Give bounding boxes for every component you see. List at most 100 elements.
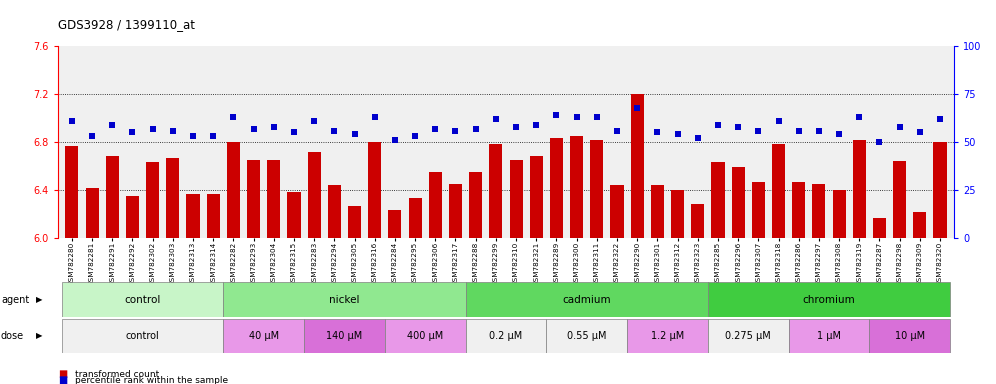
Bar — [369, 142, 381, 238]
Point — [488, 116, 504, 122]
Text: 0.55 μM: 0.55 μM — [567, 331, 607, 341]
Text: 40 μM: 40 μM — [249, 331, 279, 341]
Bar — [550, 139, 563, 238]
Point — [84, 133, 100, 139]
Bar — [465, 319, 547, 353]
Bar — [510, 160, 523, 238]
Text: ■: ■ — [58, 375, 67, 384]
Bar — [384, 319, 465, 353]
Text: transformed count: transformed count — [75, 370, 159, 379]
Text: 1.2 μM: 1.2 μM — [650, 331, 684, 341]
Bar — [328, 185, 341, 238]
Bar — [465, 282, 708, 317]
Bar — [893, 161, 906, 238]
Bar — [671, 190, 684, 238]
Bar — [489, 144, 502, 238]
Text: ▶: ▶ — [36, 295, 43, 304]
Bar — [813, 184, 826, 238]
Text: cadmium: cadmium — [563, 295, 611, 305]
Point — [771, 118, 787, 124]
Bar — [711, 162, 724, 238]
Text: dose: dose — [1, 331, 24, 341]
Bar — [630, 94, 643, 238]
Point — [306, 118, 322, 124]
Bar — [408, 199, 421, 238]
Text: ■: ■ — [58, 369, 67, 379]
Point — [64, 118, 80, 124]
Bar — [247, 160, 260, 238]
Bar — [146, 162, 159, 238]
Point — [367, 114, 382, 120]
Point — [549, 112, 565, 118]
Bar — [186, 194, 199, 238]
Point — [124, 129, 140, 136]
Text: 0.275 μM: 0.275 μM — [725, 331, 771, 341]
Point — [710, 122, 726, 128]
Point — [407, 133, 423, 139]
Bar — [611, 185, 623, 238]
Bar — [288, 192, 301, 238]
Bar — [732, 167, 745, 238]
Bar — [752, 182, 765, 238]
Bar — [388, 210, 401, 238]
Bar — [166, 158, 179, 238]
Point — [932, 116, 948, 122]
Point — [872, 139, 887, 145]
Text: percentile rank within the sample: percentile rank within the sample — [75, 376, 228, 384]
Bar — [833, 190, 846, 238]
Bar — [872, 218, 886, 238]
Bar — [933, 142, 946, 238]
Point — [730, 124, 746, 130]
Point — [609, 127, 624, 134]
Point — [468, 126, 484, 132]
Text: agent: agent — [1, 295, 29, 305]
Bar — [308, 152, 321, 238]
Bar — [348, 206, 362, 238]
Bar — [708, 319, 789, 353]
Point — [225, 114, 241, 120]
Point — [528, 122, 544, 128]
Point — [508, 124, 524, 130]
Bar — [206, 194, 220, 238]
Bar — [304, 319, 384, 353]
Point — [447, 127, 463, 134]
Point — [852, 114, 868, 120]
Bar — [223, 282, 465, 317]
Point — [750, 127, 766, 134]
Point — [831, 131, 847, 137]
Bar — [853, 140, 866, 238]
Point — [266, 124, 282, 130]
Bar — [86, 188, 99, 238]
Point — [629, 104, 645, 111]
Bar — [772, 144, 785, 238]
Bar — [62, 319, 223, 353]
Bar — [591, 140, 604, 238]
Point — [669, 131, 685, 137]
Text: ▶: ▶ — [36, 331, 43, 341]
Text: GDS3928 / 1399110_at: GDS3928 / 1399110_at — [58, 18, 195, 31]
Text: 0.2 μM: 0.2 μM — [489, 331, 523, 341]
Point — [427, 126, 443, 132]
Bar — [428, 172, 442, 238]
Bar — [913, 212, 926, 238]
Point — [569, 114, 585, 120]
Point — [649, 129, 665, 136]
Point — [246, 126, 262, 132]
Point — [165, 127, 181, 134]
Point — [347, 131, 363, 137]
Bar — [125, 196, 139, 238]
Text: 1 μM: 1 μM — [817, 331, 841, 341]
Point — [811, 127, 827, 134]
Bar — [627, 319, 708, 353]
Point — [387, 137, 403, 143]
Bar — [223, 319, 304, 353]
Bar — [870, 319, 950, 353]
Bar — [708, 282, 950, 317]
Text: control: control — [125, 331, 159, 341]
Point — [185, 133, 201, 139]
Text: control: control — [124, 295, 160, 305]
Point — [144, 126, 160, 132]
Bar — [650, 185, 664, 238]
Point — [589, 114, 605, 120]
Text: nickel: nickel — [330, 295, 360, 305]
